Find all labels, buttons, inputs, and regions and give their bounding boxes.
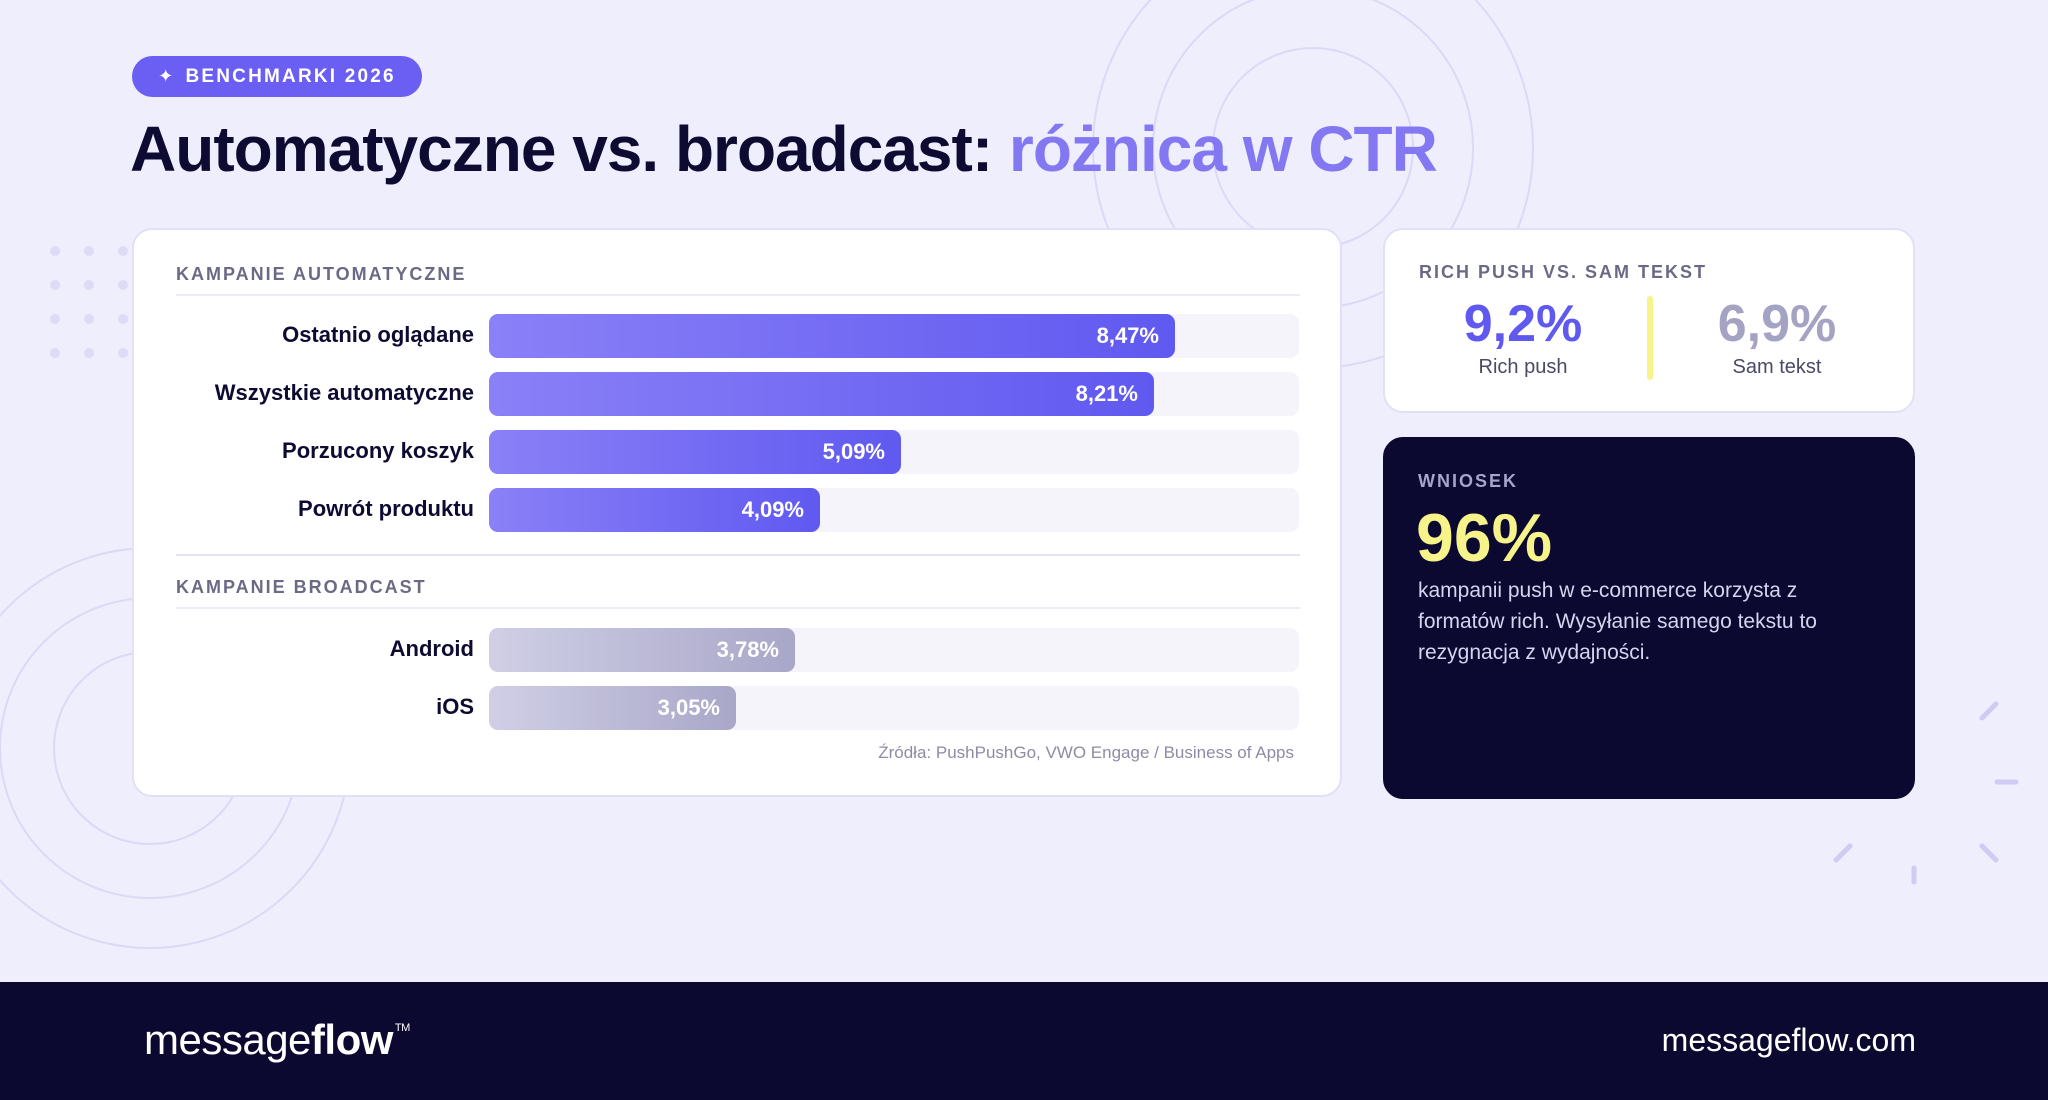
- bar-category-label: Powrót produktu: [298, 496, 474, 521]
- bar-category-label: Wszystkie automatyczne: [214, 380, 474, 405]
- bar-track: 3,78%: [489, 628, 1299, 672]
- bar: 3,78%: [489, 628, 795, 672]
- bar-track: 4,09%: [489, 488, 1299, 532]
- footer: messageflow TM messageflow.com: [0, 982, 2048, 1100]
- bar-value-label: 8,47%: [1096, 323, 1159, 348]
- bar: 8,21%: [489, 372, 1154, 416]
- bar-category-label: Ostatnio oglądane: [282, 322, 474, 347]
- group-label-broadcast: KAMPANIE BROADCAST: [176, 577, 427, 597]
- sparkle-icon: ✦: [158, 66, 176, 86]
- ctr-chart-card: KAMPANIE AUTOMATYCZNE Ostatnio oglądane 8…: [132, 228, 1342, 797]
- rich-label: RICH PUSH VS. SAM TEKST: [1419, 262, 1708, 282]
- title-accent: różnica w CTR: [1008, 113, 1438, 185]
- page-title: Automatyczne vs. broadcast: różnica w CT…: [130, 112, 1438, 186]
- bar: 5,09%: [489, 430, 901, 474]
- logo-bold: flow: [310, 1016, 393, 1063]
- stat-divider: [1647, 296, 1653, 380]
- bar-value-label: 3,05%: [657, 695, 720, 720]
- divider: [176, 607, 1300, 609]
- bar-row: Ostatnio oglądane 8,47%: [134, 312, 1342, 358]
- title-main: Automatyczne vs. broadcast:: [130, 113, 1009, 185]
- logo-light: message: [144, 1016, 311, 1063]
- messageflow-logo[interactable]: messageflow TM: [144, 1016, 410, 1064]
- bar-value-label: 5,09%: [822, 439, 885, 464]
- benchmark-badge: ✦ BENCHMARKI 2026: [132, 56, 422, 97]
- conclusion-card: WNIOSEK 96% kampanii push w e-commerce k…: [1383, 437, 1915, 799]
- text-only-stat: 6,9% Sam tekst: [1677, 294, 1877, 379]
- bar-track: 5,09%: [489, 430, 1299, 474]
- bar-category-label: Android: [389, 636, 474, 661]
- chart-source: Źródła: PushPushGo, VWO Engage / Busines…: [878, 743, 1294, 762]
- bar: 8,47%: [489, 314, 1175, 358]
- bar-value-label: 4,09%: [741, 497, 804, 522]
- bar-row: Android 3,78%: [134, 626, 1342, 672]
- bar-category-label: iOS: [436, 694, 474, 719]
- text-only-caption: Sam tekst: [1732, 356, 1822, 378]
- conclusion-value: 96%: [1416, 500, 1553, 576]
- bar: 3,05%: [489, 686, 736, 730]
- rich-push-value: 9,2%: [1463, 295, 1583, 353]
- bar-category-label: Porzucony koszyk: [282, 438, 474, 463]
- bar-track: 8,21%: [489, 372, 1299, 416]
- bar-value-label: 3,78%: [716, 637, 779, 662]
- text-only-value: 6,9%: [1717, 295, 1837, 353]
- website-link[interactable]: messageflow.com: [1661, 1022, 1916, 1058]
- conclusion-text: kampanii push w e-commerce korzysta z fo…: [1418, 579, 1817, 664]
- bar-value-label: 8,21%: [1075, 381, 1138, 406]
- group-label-automatic: KAMPANIE AUTOMATYCZNE: [176, 264, 467, 284]
- group-divider: [176, 554, 1300, 556]
- bar-row: Porzucony koszyk 5,09%: [134, 428, 1342, 474]
- rich-push-caption: Rich push: [1478, 356, 1568, 378]
- bar-row: Wszystkie automatyczne 8,21%: [134, 370, 1342, 416]
- divider: [176, 294, 1300, 296]
- bar-track: 8,47%: [489, 314, 1299, 358]
- badge-label: BENCHMARKI 2026: [185, 65, 396, 87]
- logo-trademark: TM: [394, 1022, 410, 1034]
- rich-push-stat: 9,2% Rich push: [1423, 294, 1623, 379]
- rich-vs-text-card: RICH PUSH VS. SAM TEKST 9,2% Rich push 6…: [1383, 228, 1915, 413]
- conclusion-label: WNIOSEK: [1418, 471, 1519, 491]
- bar-track: 3,05%: [489, 686, 1299, 730]
- bar-row: Powrót produktu 4,09%: [134, 486, 1342, 532]
- bar: 4,09%: [489, 488, 820, 532]
- bar-row: iOS 3,05%: [134, 684, 1342, 730]
